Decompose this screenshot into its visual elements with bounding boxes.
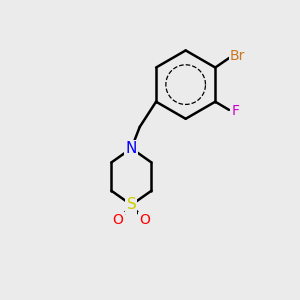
Text: N: N	[126, 141, 137, 156]
Text: O: O	[112, 213, 124, 227]
Text: O: O	[139, 213, 150, 227]
Text: F: F	[232, 104, 240, 118]
Text: S: S	[127, 197, 136, 212]
Text: Br: Br	[230, 49, 245, 63]
